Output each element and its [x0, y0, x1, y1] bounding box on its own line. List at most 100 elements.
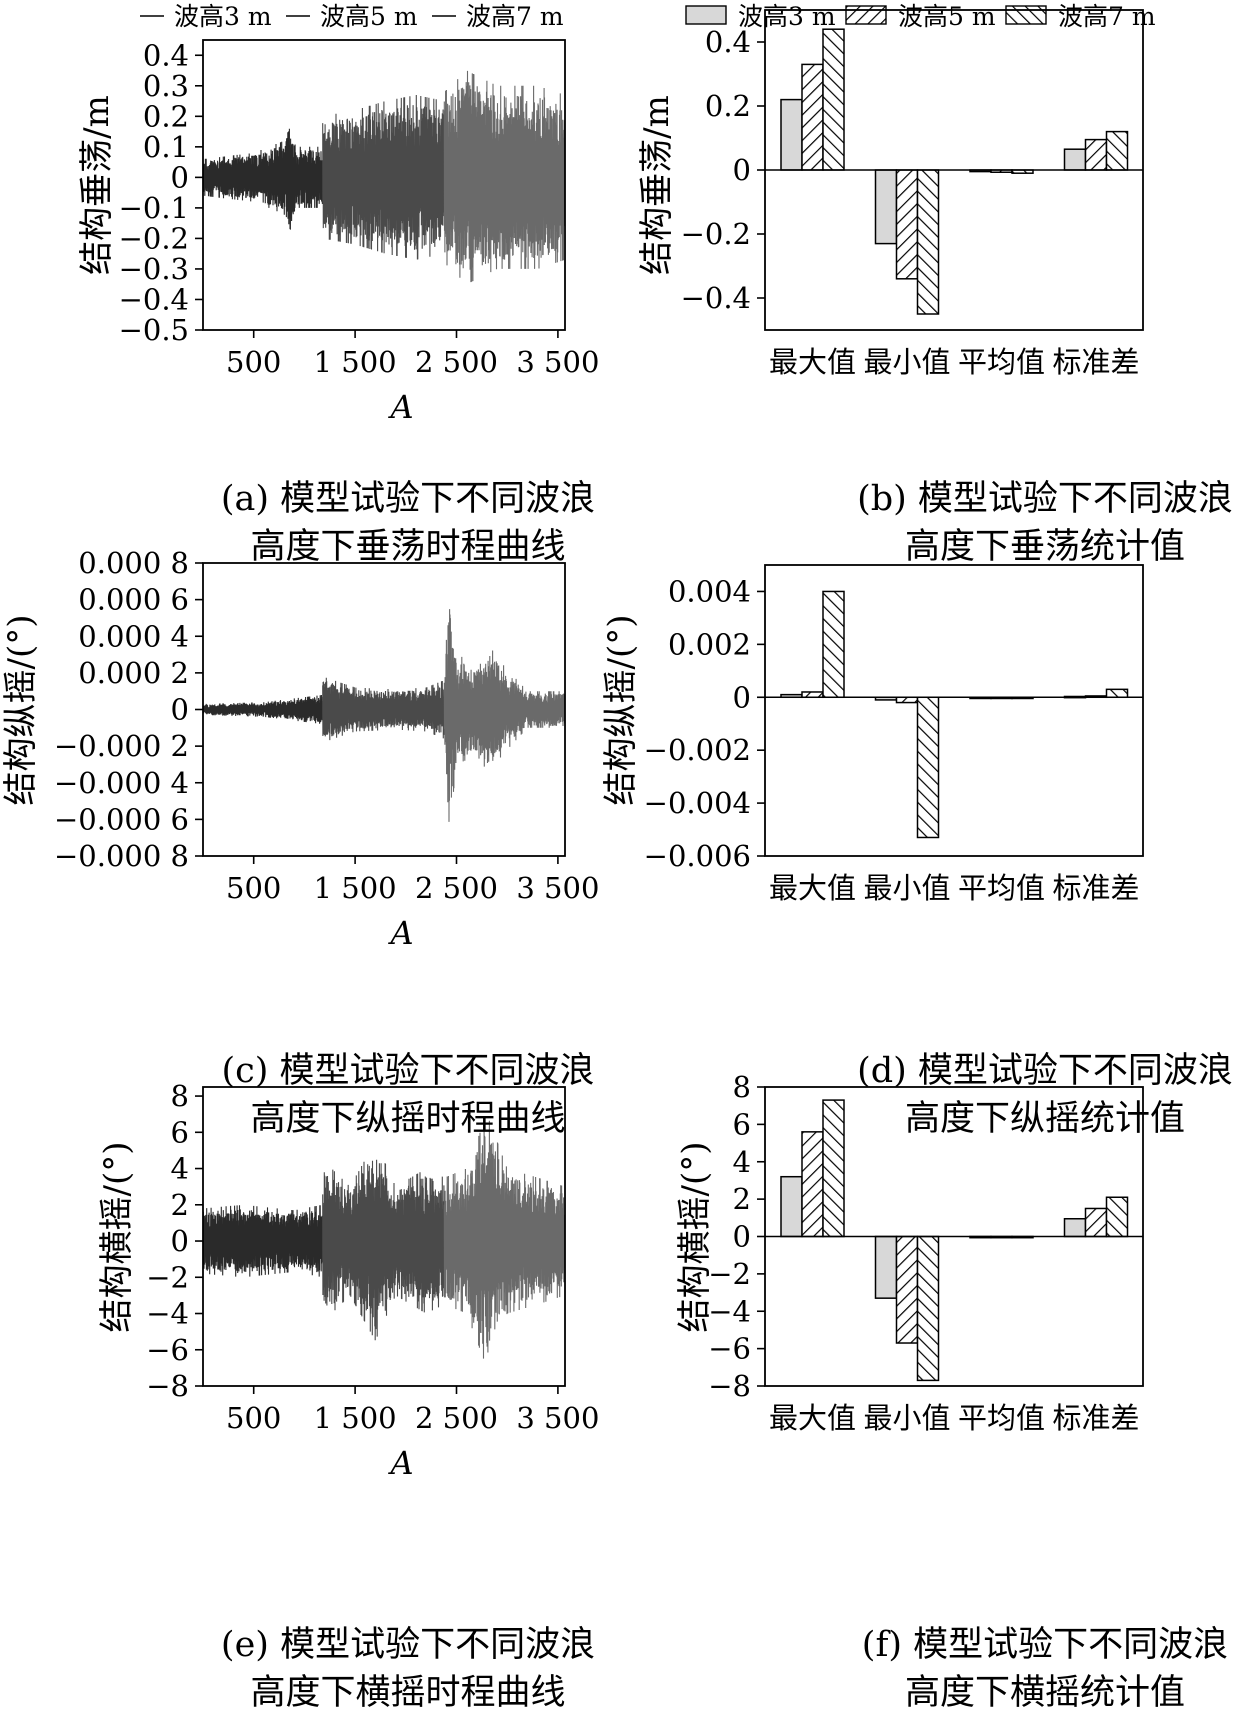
series-trace-3	[443, 70, 565, 283]
bar-最大值-2	[801, 1131, 824, 1238]
y-tick-label: −6	[708, 1332, 751, 1366]
y-tick-label: −0.2	[681, 217, 751, 251]
series-trace-1	[203, 1205, 324, 1277]
series-trace-3	[443, 609, 565, 822]
y-tick-label: −0.3	[119, 252, 189, 286]
legend-line-label: 波高7 m	[466, 2, 564, 31]
pitch-statistics-chart: 最大值 最小值 平均值 标准差 −0.006 −0.004 −0.002 0 0.002 0.00…	[601, 564, 1144, 905]
legend-line-label: 波高5 m	[320, 2, 418, 31]
y-tick-label: −0.4	[119, 282, 189, 316]
x-tick-label: 1 500	[314, 1401, 397, 1435]
bar-最小值-2	[895, 169, 919, 280]
y-tick-label: 0	[733, 1220, 751, 1254]
x-axis-label: A	[387, 388, 413, 426]
y-tick-label: 0.002	[668, 627, 751, 661]
legend-bar-label: 波高3 m	[738, 2, 836, 31]
y-tick-label: 8	[171, 1079, 189, 1113]
series-trace-1	[203, 694, 324, 724]
legend-bar-swatch	[685, 5, 727, 25]
caption-a: (a) 模型试验下不同波浪 高度下垂荡时程曲线	[148, 475, 668, 571]
x-category-label: 平均值	[958, 345, 1045, 379]
y-tick-label: −0.1	[119, 191, 189, 225]
x-tick-label: 500	[226, 345, 281, 379]
y-tick-label: 4	[733, 1145, 751, 1179]
caption-f-line1: (f) 模型试验下不同波浪	[861, 1625, 1229, 1665]
legend-bar-swatch	[845, 5, 887, 25]
y-tick-label: −2	[708, 1257, 751, 1291]
bar-最大值-1	[780, 98, 803, 171]
bar-最大值-1	[780, 1175, 803, 1238]
y-tick-label: 0.1	[143, 130, 189, 164]
y-tick-label: −4	[708, 1294, 751, 1328]
y-tick-label: 0.000 4	[78, 619, 189, 653]
x-tick-label: 2 500	[415, 1401, 498, 1435]
x-category-label: 最小值	[863, 1401, 950, 1435]
x-tick-label: 1 500	[314, 345, 397, 379]
bar-标准差-2	[1084, 1207, 1108, 1238]
y-tick-label: 0.2	[143, 99, 189, 133]
caption-c: (c) 模型试验下不同波浪 高度下纵摇时程曲线	[148, 1047, 668, 1143]
caption-a-line2: 高度下垂荡时程曲线	[250, 527, 566, 567]
legend-bar-label: 波高5 m	[898, 2, 996, 31]
y-tick-label: 0.3	[143, 69, 189, 103]
bar-最小值-2	[895, 1235, 919, 1344]
caption-d-line2: 高度下纵摇统计值	[904, 1099, 1185, 1139]
bar-最小值-1	[874, 169, 898, 245]
y-tick-label: −0.002	[644, 733, 751, 767]
y-tick-label: 0.2	[705, 89, 751, 123]
legend-line-label: 波高3 m	[174, 2, 272, 31]
x-category-label: 平均值	[958, 871, 1045, 905]
legend-bar-label: 波高7 m	[1058, 2, 1156, 31]
y-tick-label: −0.000 8	[54, 839, 189, 873]
bar-标准差-3	[1105, 688, 1129, 699]
x-tick-label: 2 500	[415, 871, 498, 905]
caption-c-line2: 高度下纵摇时程曲线	[250, 1099, 566, 1139]
y-tick-label: −0.4	[681, 281, 751, 315]
series-trace-2	[322, 677, 445, 741]
series-trace-2	[322, 94, 445, 260]
x-tick-label: 500	[226, 871, 281, 905]
x-category-label: 最小值	[863, 345, 950, 379]
bar-最大值-3	[822, 590, 845, 699]
x-tick-label: 3 500	[516, 1401, 599, 1435]
caption-f-line2: 高度下横摇统计值	[904, 1673, 1185, 1713]
x-category-label: 最大值	[769, 345, 856, 379]
bar-标准差-3	[1105, 130, 1129, 171]
y-tick-label: 0.4	[143, 38, 189, 72]
y-tick-label: 0.004	[668, 574, 751, 608]
y-tick-label: −0.2	[119, 221, 189, 255]
caption-b-line1: (b) 模型试验下不同波浪	[857, 479, 1233, 519]
x-tick-label: 1 500	[314, 871, 397, 905]
bar-最大值-3	[822, 28, 845, 171]
x-category-label: 标准差	[1052, 345, 1139, 379]
bar-标准差-3	[1105, 1196, 1129, 1238]
bar-最小值-2	[895, 696, 919, 704]
y-axis-label: 结构纵摇/(°)	[601, 615, 641, 806]
y-tick-label: −0.5	[119, 313, 189, 347]
y-tick-label: 0.000 2	[78, 656, 189, 690]
y-tick-label: 0	[171, 1224, 189, 1258]
y-tick-label: −0.004	[644, 786, 751, 820]
plot-frame	[202, 1086, 566, 1387]
bar-标准差-1	[1063, 1217, 1087, 1238]
series-trace-2	[322, 1159, 445, 1341]
legend-bar-swatch	[1005, 5, 1047, 25]
series-trace-3	[443, 1120, 565, 1359]
y-axis-label: 结构横摇/(°)	[97, 1142, 137, 1333]
caption-e: (e) 模型试验下不同波浪 高度下横摇时程曲线	[148, 1621, 668, 1717]
caption-c-line1: (c) 模型试验下不同波浪	[221, 1051, 595, 1091]
y-axis-label: 结构纵摇/(°)	[1, 615, 41, 806]
x-category-label: 标准差	[1052, 1401, 1139, 1435]
roll-statistics-chart: 最大值 最小值 平均值 标准差 −8−6 −4−20 24 68 结构横摇/(°)	[675, 1070, 1144, 1435]
y-tick-label: −0.000 6	[54, 802, 189, 836]
x-category-label: 最大值	[769, 871, 856, 905]
y-tick-label: 0	[733, 153, 751, 187]
y-tick-label: −2	[146, 1260, 189, 1294]
y-tick-label: 0	[171, 160, 189, 194]
caption-a-line1: (a) 模型试验下不同波浪	[220, 479, 596, 519]
x-category-label: 平均值	[958, 1401, 1045, 1435]
y-tick-label: 0.000 8	[78, 546, 189, 580]
y-tick-label: −8	[146, 1369, 189, 1403]
bar-最小值-1	[874, 1235, 898, 1299]
